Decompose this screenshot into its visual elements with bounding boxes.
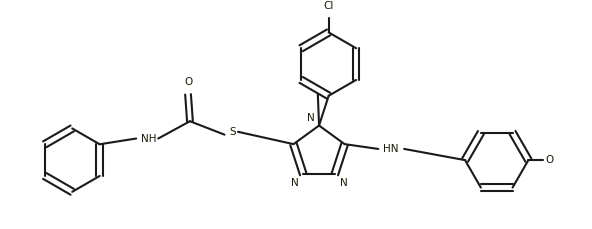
Text: O: O — [184, 77, 192, 87]
Text: S: S — [229, 127, 236, 137]
Text: O: O — [546, 155, 554, 165]
Text: N: N — [307, 113, 315, 123]
Text: N: N — [340, 178, 348, 188]
Text: Cl: Cl — [323, 1, 334, 11]
Text: NH: NH — [141, 134, 156, 144]
Text: N: N — [291, 178, 298, 188]
Text: HN: HN — [383, 144, 398, 154]
